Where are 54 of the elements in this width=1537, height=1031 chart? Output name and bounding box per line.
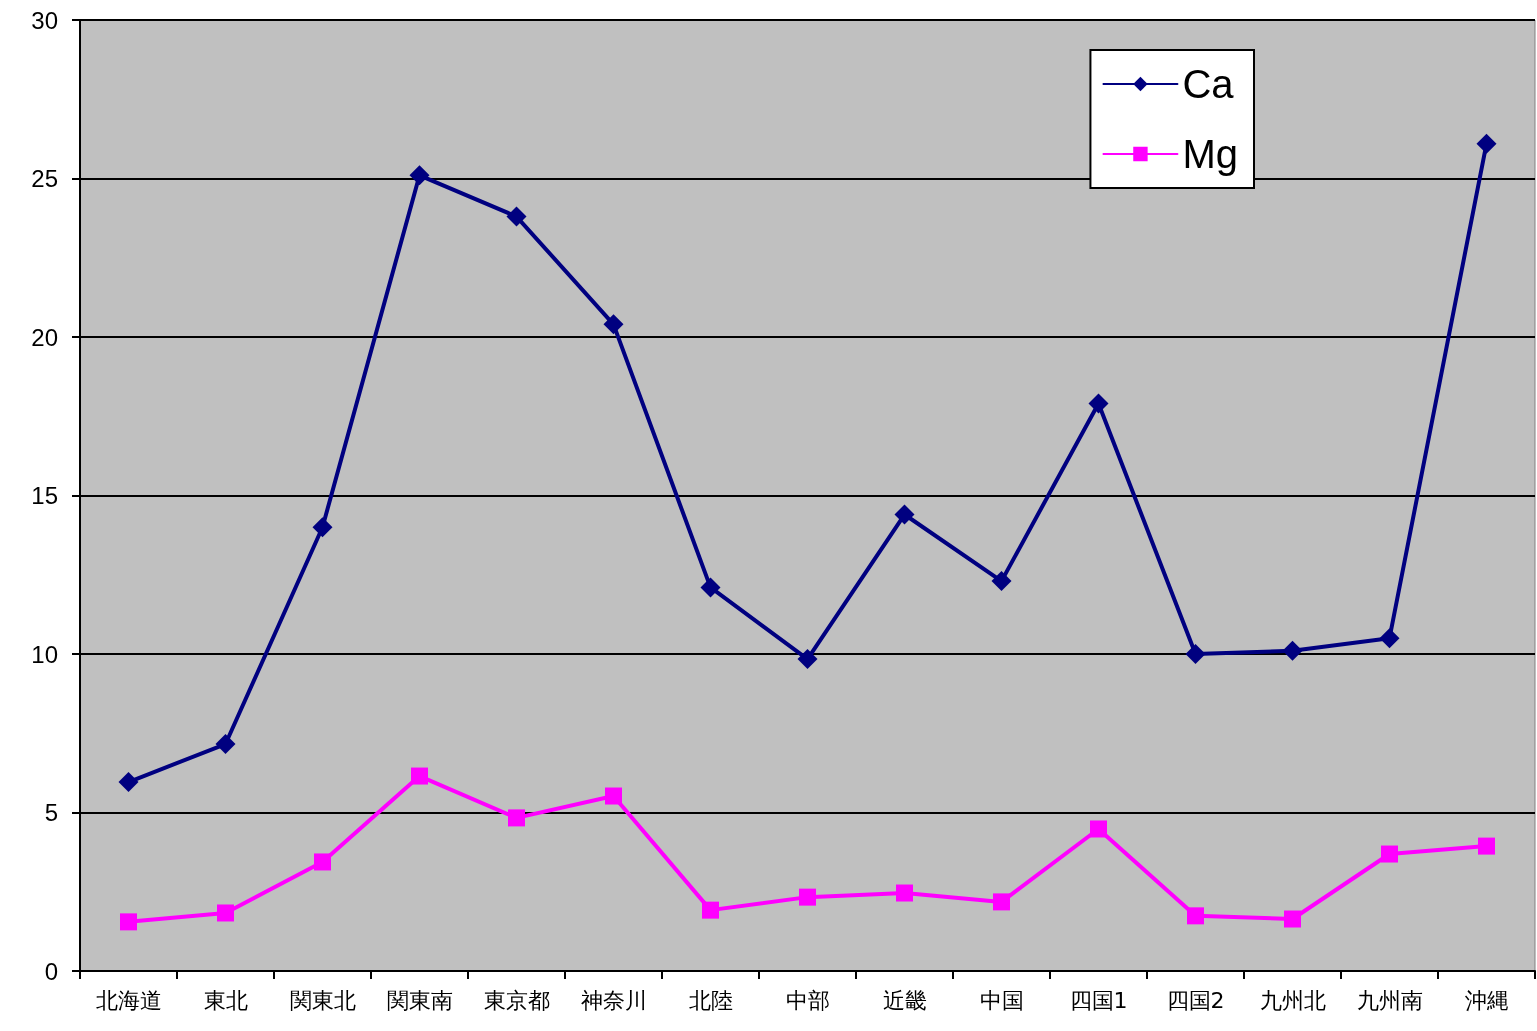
point <box>314 853 331 871</box>
point <box>118 772 139 793</box>
point <box>799 888 816 906</box>
x-tick-label: 北陸 <box>688 987 733 1013</box>
y-tick-label: 5 <box>44 799 58 826</box>
point <box>991 571 1012 592</box>
point <box>508 809 525 827</box>
point <box>1088 393 1109 414</box>
x-tick-label: 四国1 <box>1069 987 1128 1013</box>
point <box>797 649 818 670</box>
point <box>700 577 721 598</box>
point <box>506 206 527 227</box>
legend-label: Ca <box>1182 62 1235 106</box>
point <box>1476 133 1497 154</box>
x-tick-label: 四国2 <box>1166 987 1225 1013</box>
x-tick-label: 九州南 <box>1356 987 1423 1013</box>
x-tick-label: 関東南 <box>386 987 453 1013</box>
point <box>993 893 1010 911</box>
x-tick-label: 神奈川 <box>580 987 647 1013</box>
point <box>120 913 137 931</box>
point <box>894 504 915 525</box>
point <box>411 767 428 785</box>
point <box>702 901 719 919</box>
point <box>409 165 430 186</box>
x-tick-label: 九州北 <box>1259 987 1326 1013</box>
x-tick-label: 中国 <box>979 987 1024 1013</box>
x-tick-label: 近畿 <box>882 987 927 1013</box>
point <box>605 787 622 805</box>
y-tick-label: 15 <box>31 482 58 509</box>
point <box>1379 628 1400 649</box>
point <box>896 884 913 902</box>
x-tick-label: 関東北 <box>289 987 356 1013</box>
point <box>603 314 624 335</box>
point <box>1282 640 1303 661</box>
point <box>1185 644 1206 664</box>
point <box>1187 907 1204 925</box>
point <box>215 734 236 755</box>
y-tick-label: 30 <box>31 6 58 34</box>
y-tick-label: 10 <box>31 640 58 668</box>
point <box>1284 910 1301 928</box>
point <box>1090 820 1107 838</box>
y-tick-label: 0 <box>44 957 58 985</box>
y-tick-label: 25 <box>31 165 58 192</box>
legend-label: Mg <box>1182 132 1239 176</box>
x-tick-label: 東京都 <box>483 987 550 1013</box>
y-tick-label: 20 <box>31 323 58 351</box>
point <box>1381 845 1398 863</box>
x-tick-label: 沖縄 <box>1464 987 1509 1013</box>
x-tick-label: 北海道 <box>95 987 162 1013</box>
point <box>1478 837 1495 855</box>
x-tick-label: 東北 <box>203 987 248 1013</box>
point <box>312 517 333 538</box>
point <box>217 904 234 922</box>
x-tick-label: 中部 <box>785 987 830 1013</box>
